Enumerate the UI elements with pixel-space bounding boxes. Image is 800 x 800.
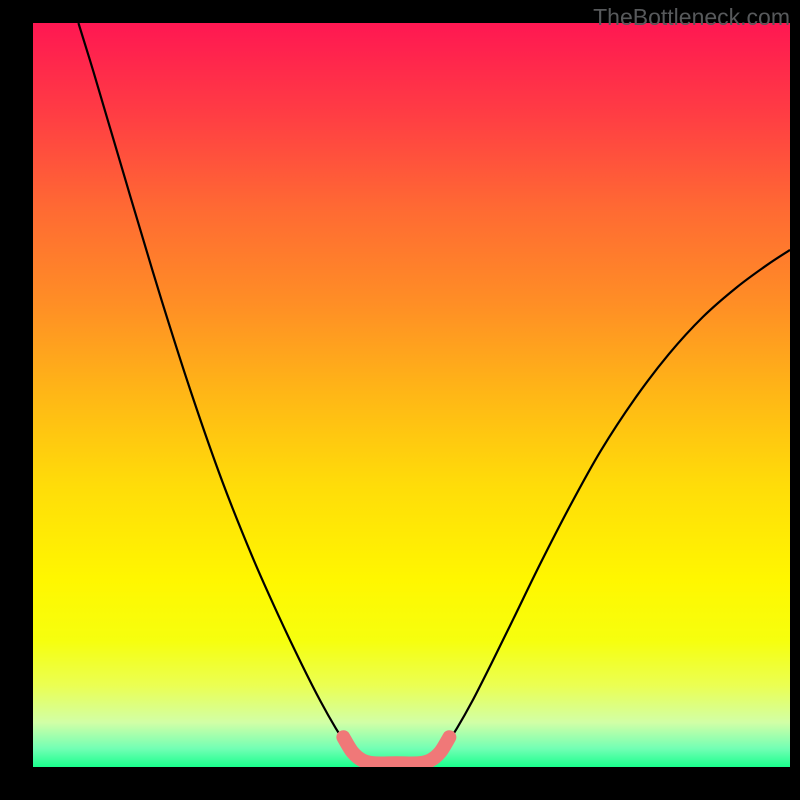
plot-area <box>33 23 790 767</box>
chart-canvas: TheBottleneck.com <box>0 0 800 800</box>
watermark-text: TheBottleneck.com <box>593 4 790 31</box>
